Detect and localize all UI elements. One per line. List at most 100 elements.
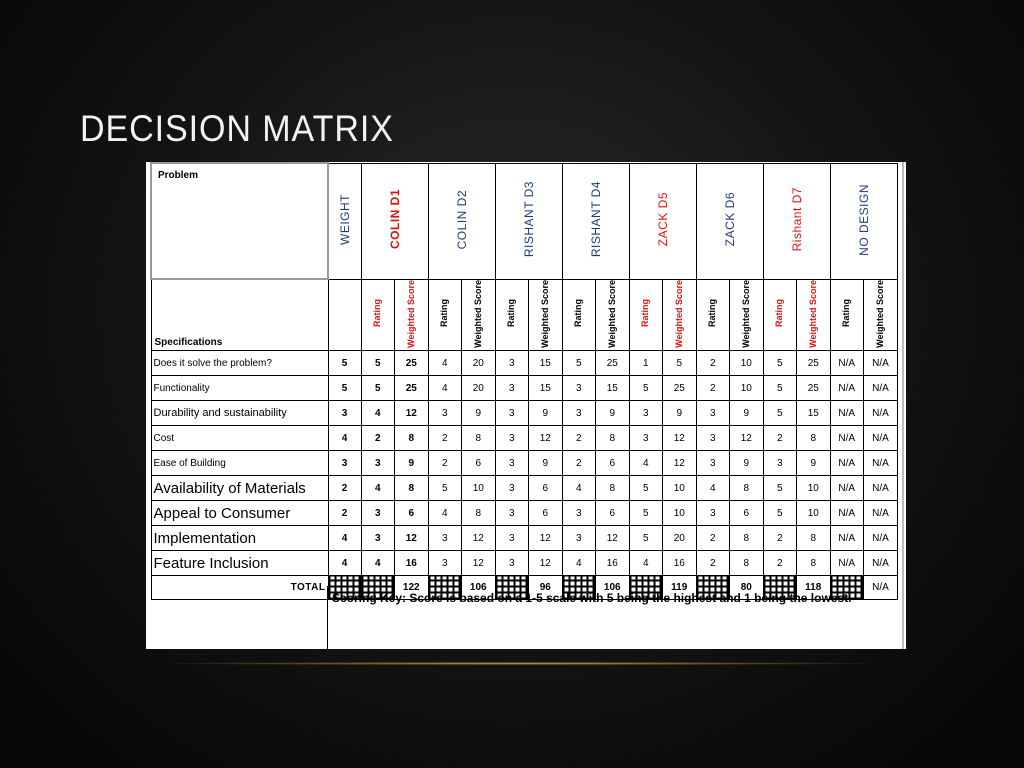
design-header: ZACK D6 xyxy=(695,162,764,280)
weight-value: 5 xyxy=(327,350,362,377)
weighted-score-cell: 12 xyxy=(394,525,429,552)
weighted-score-cell: 9 xyxy=(662,400,697,427)
design-header: Rishant D7 xyxy=(762,162,831,280)
rating-cell: 4 xyxy=(628,450,663,477)
rating-cell: 2 xyxy=(561,450,596,477)
weighted-score-label: Weighted Score xyxy=(807,279,818,348)
weighted-score-cell: 6 xyxy=(595,450,630,477)
rating-cell: 5 xyxy=(628,525,663,552)
rating-header: Rating xyxy=(628,278,663,352)
rating-cell: 2 xyxy=(762,525,797,552)
weighted-score-cell: 15 xyxy=(595,375,630,402)
rating-cell: 2 xyxy=(427,425,462,452)
total-score: 96 xyxy=(528,575,563,601)
rating-cell: 2 xyxy=(695,375,730,402)
weight-value: 5 xyxy=(327,375,362,402)
weighted-score-cell: 15 xyxy=(528,350,563,377)
weighted-score-cell: 25 xyxy=(796,375,831,402)
rating-cell: 5 xyxy=(762,475,797,502)
hatched-cell xyxy=(628,575,663,601)
weighted-score-cell: 9 xyxy=(528,450,563,477)
weighted-score-cell: 8 xyxy=(796,425,831,452)
weighted-score-cell: 20 xyxy=(461,375,496,402)
rating-cell: 3 xyxy=(360,500,395,527)
weighted-score-cell: 9 xyxy=(528,400,563,427)
weighted-score-cell: 8 xyxy=(461,425,496,452)
weighted-score-cell: 6 xyxy=(461,450,496,477)
weighted-score-cell: 9 xyxy=(796,450,831,477)
rating-cell: 5 xyxy=(628,475,663,502)
weight-value: 3 xyxy=(327,450,362,477)
weighted-score-cell: 6 xyxy=(394,500,429,527)
weight-value: 3 xyxy=(327,400,362,427)
weighted-score-cell: 8 xyxy=(394,475,429,502)
rating-cell: 4 xyxy=(360,550,395,577)
rating-cell: 3 xyxy=(427,550,462,577)
rating-header: Rating xyxy=(494,278,529,352)
weighted-score-cell: 16 xyxy=(595,550,630,577)
weighted-score-label: Weighted Score xyxy=(539,279,550,348)
rating-cell: 4 xyxy=(695,475,730,502)
weighted-score-header: Weighted Score xyxy=(595,278,630,352)
rating-cell: 3 xyxy=(360,450,395,477)
table-row: Functionality 5 5 25 4 20 3 15 3 15 5 25 2 10 5 25 N/A N/… xyxy=(150,375,898,402)
rating-cell: 3 xyxy=(695,500,730,527)
weighted-score-cell: 15 xyxy=(796,400,831,427)
rating-cell: 3 xyxy=(695,450,730,477)
weighted-score-cell: 12 xyxy=(528,550,563,577)
rating-cell: 3 xyxy=(494,350,529,377)
design-name: ZACK D6 xyxy=(722,192,737,247)
weighted-score-cell: 12 xyxy=(595,525,630,552)
weighted-score-label: Weighted Score xyxy=(405,279,416,348)
rating-cell: 4 xyxy=(427,375,462,402)
total-score: 122 xyxy=(394,575,429,601)
weighted-score-header: Weighted Score xyxy=(796,278,831,352)
total-score: 118 xyxy=(796,575,831,601)
rating-cell: 2 xyxy=(561,425,596,452)
weighted-score-header: Weighted Score xyxy=(394,278,429,352)
rating-cell: N/A xyxy=(829,425,864,452)
total-score: 80 xyxy=(729,575,764,601)
weighted-score-cell: 8 xyxy=(461,500,496,527)
weighted-score-cell: 16 xyxy=(662,550,697,577)
rating-cell: 5 xyxy=(360,375,395,402)
weighted-score-cell: N/A xyxy=(863,450,898,477)
rating-cell: 4 xyxy=(561,475,596,502)
rating-header: Rating xyxy=(561,278,596,352)
rating-header: Rating xyxy=(829,278,864,352)
weighted-score-cell: 5 xyxy=(662,350,697,377)
rating-cell: N/A xyxy=(829,350,864,377)
total-label: TOTAL xyxy=(150,575,329,601)
weighted-score-cell: 12 xyxy=(461,525,496,552)
hatched-cell xyxy=(829,575,864,601)
design-header: COLIN D1 xyxy=(360,162,429,280)
weighted-score-cell: 12 xyxy=(662,450,697,477)
weighted-score-cell: 12 xyxy=(528,525,563,552)
weighted-score-cell: 8 xyxy=(595,425,630,452)
weighted-score-cell: N/A xyxy=(863,525,898,552)
table-row: Feature Inclusion 4 4 16 3 12 3 12 4 16 4 16 2 8 2 8 N/A… xyxy=(150,550,898,577)
weighted-score-cell: N/A xyxy=(863,400,898,427)
rating-cell: 5 xyxy=(628,375,663,402)
rating-cell: 4 xyxy=(628,550,663,577)
weighted-score-cell: 12 xyxy=(662,425,697,452)
rating-cell: 3 xyxy=(494,425,529,452)
weight-value: 4 xyxy=(327,525,362,552)
table-row: Appeal to Consumer 2 3 6 4 8 3 6 3 6 5 10 3 6 5 10 N/A N/… xyxy=(150,500,898,527)
decision-matrix: Problem WEIGHT COLIN D1 COLIN D2 RISHANT D3 R… xyxy=(146,162,906,649)
weight-subheader xyxy=(327,278,362,352)
rating-header: Rating xyxy=(360,278,395,352)
rating-cell: 3 xyxy=(427,400,462,427)
weighted-score-cell: 20 xyxy=(662,525,697,552)
rating-cell: 2 xyxy=(762,425,797,452)
rating-cell: 3 xyxy=(494,550,529,577)
weighted-score-cell: N/A xyxy=(863,350,898,377)
rating-cell: 3 xyxy=(695,400,730,427)
rating-cell: 5 xyxy=(628,500,663,527)
weighted-score-cell: 10 xyxy=(461,475,496,502)
hatched-cell xyxy=(695,575,730,601)
weighted-score-cell: 10 xyxy=(796,500,831,527)
rating-label: Rating xyxy=(774,299,785,328)
spec-name: Implementation xyxy=(150,525,329,552)
design-name: Rishant D7 xyxy=(789,187,804,252)
